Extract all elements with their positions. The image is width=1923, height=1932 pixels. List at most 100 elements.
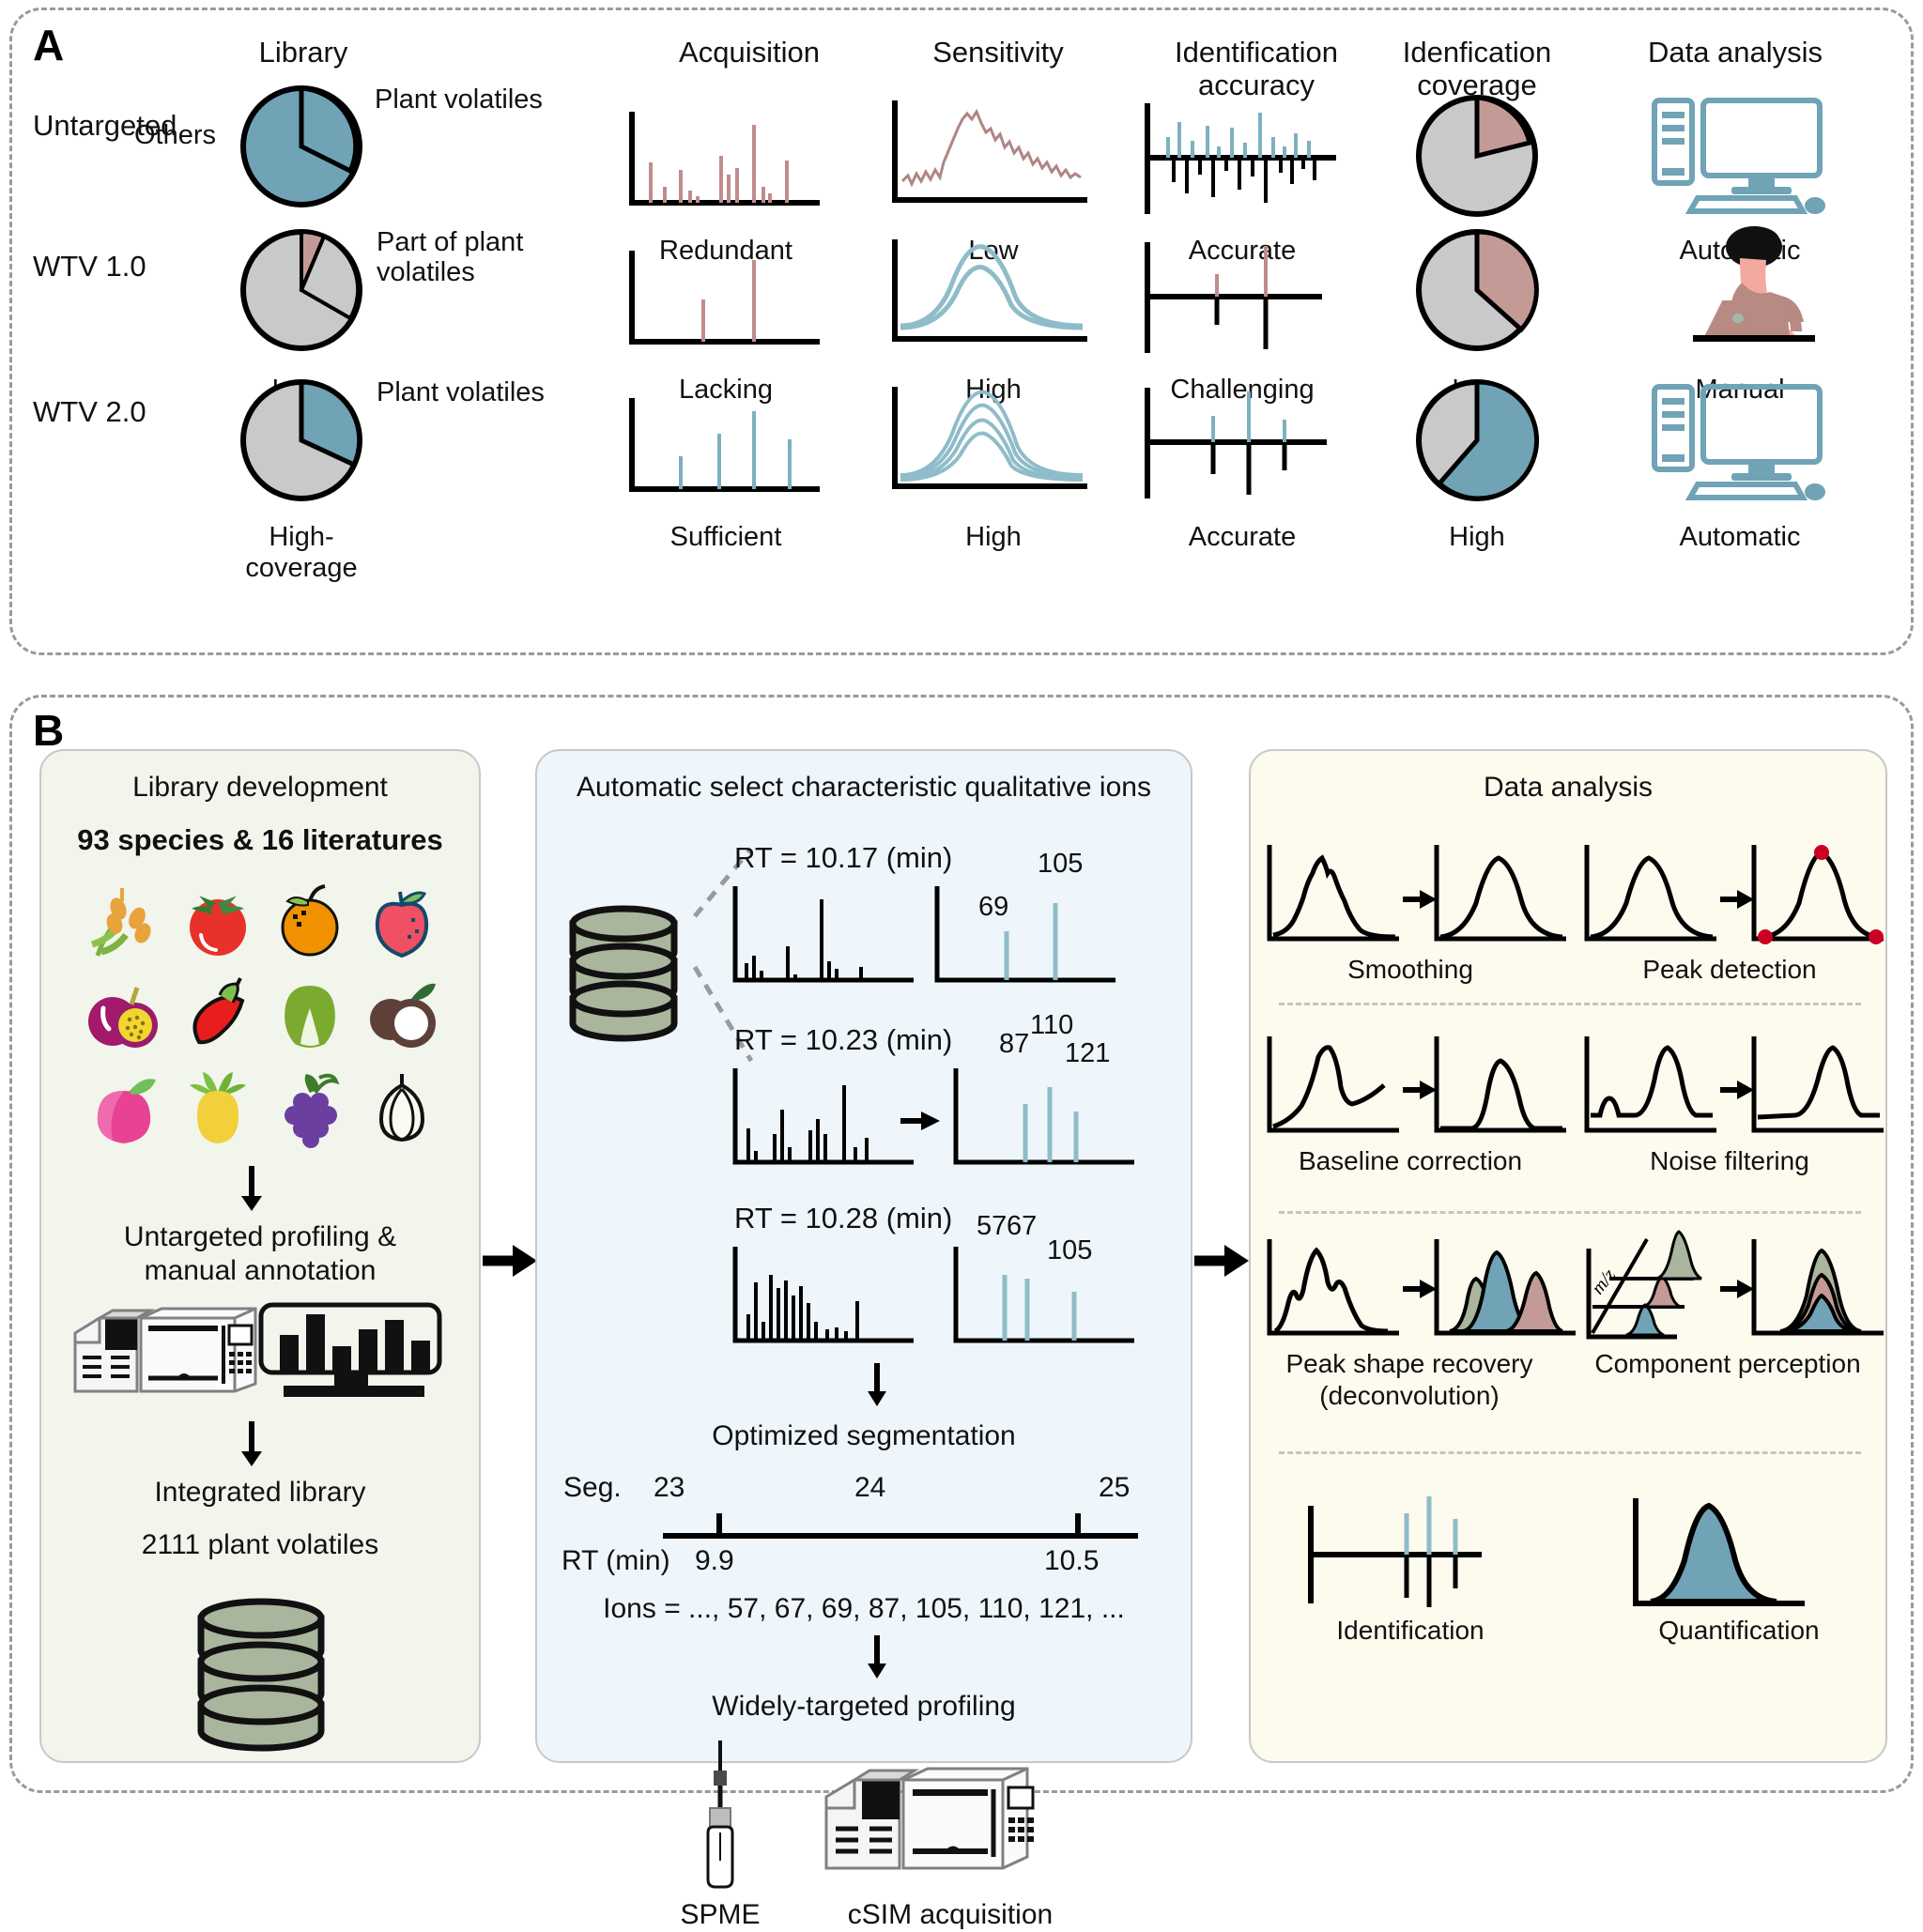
- qualitative-ions-title: Automatic select characteristic qualitat…: [577, 772, 1151, 803]
- column-header-sensitivity: Sensitivity: [932, 36, 1064, 69]
- rt-axis-label: RT (min): [562, 1545, 670, 1576]
- arrow-right-deconvolution: [1401, 1277, 1438, 1301]
- grapes-icon: [270, 1070, 349, 1149]
- pie-coverage-untargeted: [1411, 90, 1543, 222]
- rt-tick-9-9: 9.9: [695, 1545, 734, 1576]
- spme-label: SPME: [680, 1899, 761, 1930]
- ion-label-57: 57: [977, 1211, 1008, 1241]
- database-cylinder-icon: [190, 1594, 332, 1752]
- deconvolution-after-chart: [1429, 1235, 1579, 1348]
- full-spectrum-3: [730, 1243, 917, 1351]
- orange-icon: [270, 882, 349, 961]
- ion-label-69: 69: [978, 892, 1009, 922]
- row-label-wtv2: WTV 2.0: [33, 395, 146, 428]
- column-header-library: Library: [258, 36, 348, 69]
- column-header-data-analysis: Data analysis: [1647, 36, 1823, 69]
- peak-detection-after-chart: [1746, 841, 1887, 954]
- pineapple-icon: [178, 1070, 257, 1149]
- caption-accuracy-untargeted: Accurate: [1188, 236, 1297, 266]
- untargeted-profiling-label: Untargeted profiling & manual annotation: [123, 1221, 397, 1286]
- segmentation-axis: [663, 1513, 1138, 1539]
- ion-label-67: 67: [1007, 1211, 1038, 1241]
- smoothing-before-chart: [1262, 841, 1403, 954]
- gcms-instrument-icon-mid: [819, 1765, 1035, 1887]
- smoothing-label: Smoothing: [1347, 955, 1473, 984]
- noise-after-chart: [1746, 1033, 1887, 1145]
- library-development-title: Library development: [132, 772, 388, 803]
- caption-sensitivity-untargeted: Low: [968, 236, 1019, 266]
- widely-targeted-profiling-title: Widely-targeted profiling: [712, 1691, 1016, 1722]
- chart-accuracy-untargeted: [1134, 100, 1350, 222]
- qualitative-ions-box: Automatic select characteristic qualitat…: [535, 749, 1192, 1930]
- arrow-down-mid-1: [861, 1361, 893, 1408]
- column-header-identification-coverage: Idenfication coverage: [1402, 36, 1552, 101]
- arrow-right-noise: [1718, 1078, 1756, 1102]
- component-perception-label: Component perception: [1594, 1349, 1861, 1378]
- data-analysis-box: Data analysis Smoothing Peak: [1249, 749, 1887, 1763]
- seg-number-25: 25: [1099, 1472, 1131, 1503]
- divider-2: [1279, 1211, 1861, 1214]
- passionfruit-icon: [85, 976, 163, 1055]
- baseline-correction-label: Baseline correction: [1298, 1146, 1523, 1175]
- pie-coverage-wtv2: [1411, 375, 1543, 506]
- integrated-library-label: Integrated library: [154, 1477, 366, 1508]
- caption-accuracy-wtv2: Accurate: [1188, 522, 1297, 552]
- identification-label: Identification: [1336, 1616, 1485, 1645]
- caption-acquisition-wtv1: Lacking: [679, 375, 773, 405]
- ion-label-105-b: 105: [1047, 1235, 1093, 1265]
- ions-line: Ions = ..., 57, 67, 69, 87, 105, 110, 12…: [603, 1593, 1125, 1624]
- chart-sensitivity-untargeted: [885, 95, 1101, 217]
- full-spectrum-2: [730, 1065, 917, 1173]
- column-header-identification-accuracy: Identification accuracy: [1174, 36, 1339, 101]
- pie-coverage-wtv1: [1411, 224, 1543, 356]
- pie-label-plant-volatiles-wtv2: Plant volatiles: [377, 377, 545, 407]
- rt-label-1: RT = 10.17 (min): [734, 841, 953, 874]
- pie-library-wtv2: [236, 375, 367, 506]
- apple-icon: [362, 882, 441, 961]
- chart-sensitivity-wtv2: [885, 381, 1101, 503]
- desktop-computer-icon: [1651, 95, 1829, 217]
- row-label-untargeted: Untargeted: [33, 109, 177, 142]
- pie-label-part-plant-volatiles-wtv1: Part of plant volatiles: [377, 227, 524, 287]
- caption-coverage-wtv2: High: [1449, 522, 1505, 552]
- arrow-right-component: [1718, 1277, 1756, 1301]
- flow-arrow-left-to-mid: [481, 1239, 539, 1282]
- caption-acquisition-untargeted: Redundant: [659, 236, 792, 266]
- panel-b-letter: B: [33, 706, 65, 755]
- quantification-chart: [1626, 1493, 1814, 1624]
- data-analysis-title: Data analysis: [1483, 772, 1654, 803]
- caption-analysis-wtv2: Automatic: [1679, 522, 1801, 552]
- ion-label-105-a: 105: [1038, 849, 1084, 879]
- ion-label-110: 110: [1030, 1010, 1074, 1040]
- arrow-down-1: [234, 1164, 269, 1213]
- chart-accuracy-wtv1: [1134, 238, 1350, 360]
- divider-1: [1279, 1003, 1861, 1005]
- panel-a: A Library Acquisition Sensitivity Identi…: [9, 8, 1914, 655]
- caption-library-wtv2: High-coverage: [245, 522, 358, 583]
- desktop-computer-icon-2: [1651, 381, 1829, 503]
- peach-icon: [85, 1070, 163, 1149]
- chart-acquisition-untargeted: [623, 104, 829, 217]
- divider-3: [1279, 1451, 1861, 1454]
- caption-accuracy-wtv1: Challenging: [1170, 375, 1315, 405]
- baseline-after-chart: [1429, 1033, 1570, 1145]
- lettuce-icon: [270, 976, 349, 1055]
- seg-number-23: 23: [654, 1472, 685, 1503]
- pie-label-plant-volatiles-untargeted: Plant volatiles: [375, 84, 543, 115]
- chart-sensitivity-wtv1: [885, 234, 1101, 356]
- peak-shape-recovery-label: Peak shape recovery (deconvolution): [1285, 1349, 1533, 1410]
- pie-library-untargeted: [236, 81, 367, 212]
- person-at-laptop-icon: [1665, 224, 1834, 356]
- gcms-instrument-icon: [68, 1305, 265, 1408]
- csim-label: cSIM acquisition: [847, 1899, 1054, 1930]
- arrow-right-peak-detection: [1718, 887, 1756, 912]
- flow-arrow-mid-to-right: [1192, 1239, 1251, 1282]
- column-header-acquisition: Acquisition: [679, 36, 820, 69]
- arrow-right-smoothing: [1401, 887, 1438, 912]
- rt-tick-10-5: 10.5: [1044, 1545, 1100, 1576]
- baseline-before-chart: [1262, 1033, 1403, 1145]
- selected-ions-spectrum-2: [950, 1065, 1138, 1173]
- chart-acquisition-wtv1: [623, 243, 829, 356]
- smoothing-after-chart: [1429, 841, 1570, 954]
- identification-chart: [1298, 1493, 1504, 1624]
